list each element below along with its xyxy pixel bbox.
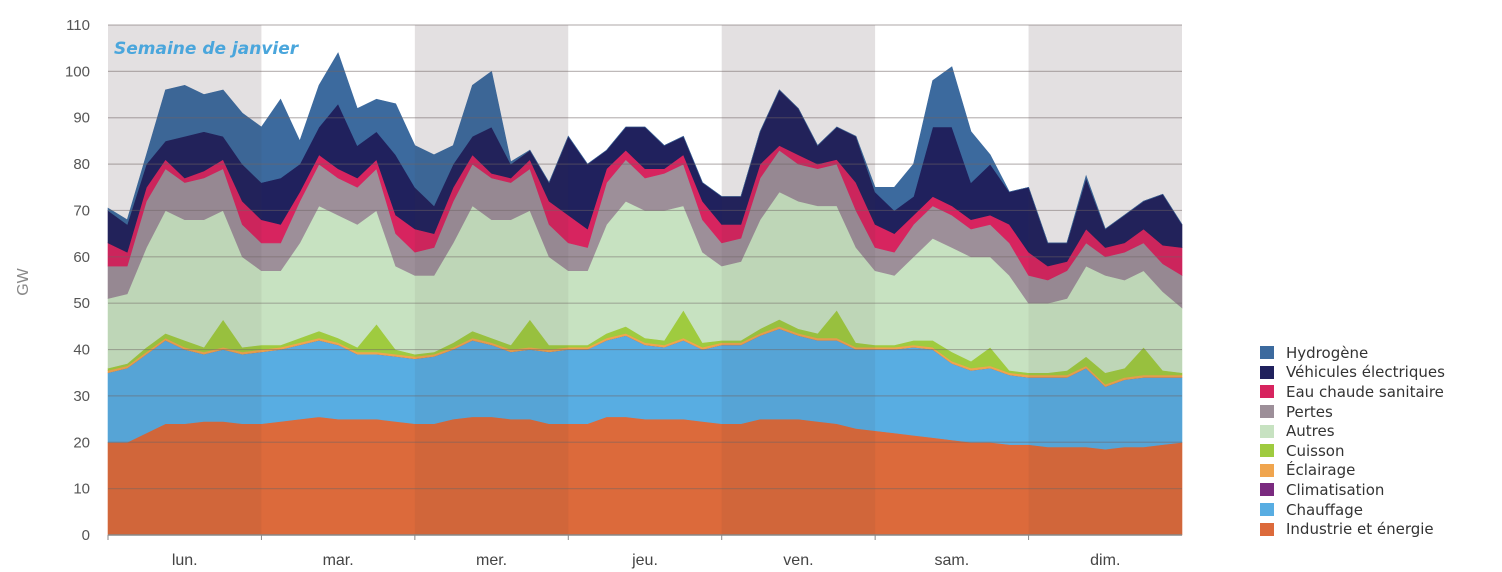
x-tick-label: dim. (1090, 552, 1120, 569)
legend-swatch (1260, 405, 1274, 419)
legend-label: Véhicules électriques (1286, 363, 1445, 382)
legend-item: Hydrogène (1260, 343, 1445, 363)
legend-label: Autres (1286, 422, 1335, 441)
legend-item: Éclairage (1260, 461, 1445, 481)
y-tick-label: 20 (73, 434, 90, 451)
x-tick-label: sam. (935, 552, 970, 569)
chart-title: Semaine de janvier (114, 39, 300, 59)
y-tick-label: 110 (66, 17, 90, 34)
y-axis-label: GW (15, 267, 32, 295)
y-tick-label: 40 (73, 342, 90, 359)
x-tick-label: mar. (323, 552, 354, 569)
y-tick-label: 90 (73, 110, 90, 127)
y-tick-label: 70 (73, 202, 90, 219)
legend-label: Industrie et énergie (1286, 520, 1434, 539)
legend-label: Pertes (1286, 402, 1333, 421)
x-tick-label: lun. (172, 552, 198, 569)
y-tick-label: 100 (65, 63, 90, 80)
legend-item: Autres (1260, 421, 1445, 441)
legend-label: Cuisson (1286, 441, 1345, 460)
legend-item: Pertes (1260, 402, 1445, 422)
y-tick-label: 60 (73, 249, 90, 266)
day-band-shade (721, 25, 876, 535)
legend-swatch (1260, 503, 1274, 517)
legend-item: Cuisson (1260, 441, 1445, 461)
y-tick-label: 30 (73, 388, 90, 405)
legend-label: Hydrogène (1286, 343, 1369, 362)
day-band-shade (414, 25, 569, 535)
x-tick-label: ven. (783, 552, 813, 569)
area-hydrog-ne (107, 52, 1183, 244)
legend-swatch (1260, 385, 1274, 399)
y-tick-label: 50 (73, 295, 90, 312)
day-band-shade (1028, 25, 1182, 535)
legend: Hydrogène Véhicules électriques Eau chaude… (1260, 343, 1445, 539)
y-tick-label: 10 (73, 481, 90, 498)
legend-swatch (1260, 365, 1274, 379)
x-tick-label: mer. (476, 552, 507, 569)
legend-item: Industrie et énergie (1260, 519, 1445, 539)
legend-swatch (1260, 346, 1274, 360)
legend-item: Chauffage (1260, 500, 1445, 520)
legend-swatch (1260, 522, 1274, 536)
x-tick-label: jeu. (631, 552, 658, 569)
legend-label: Climatisation (1286, 480, 1385, 499)
legend-swatch (1260, 444, 1274, 458)
legend-item: Véhicules électriques (1260, 363, 1445, 383)
day-band-shade (108, 25, 262, 535)
legend-label: Chauffage (1286, 500, 1363, 519)
legend-swatch (1260, 424, 1274, 438)
y-tick-label: 0 (82, 527, 90, 544)
legend-label: Eau chaude sanitaire (1286, 382, 1444, 401)
legend-label: Éclairage (1286, 461, 1356, 480)
y-tick-label: 80 (73, 156, 90, 173)
legend-item: Eau chaude sanitaire (1260, 382, 1445, 402)
legend-item: Climatisation (1260, 480, 1445, 500)
legend-swatch (1260, 483, 1274, 497)
legend-swatch (1260, 463, 1274, 477)
